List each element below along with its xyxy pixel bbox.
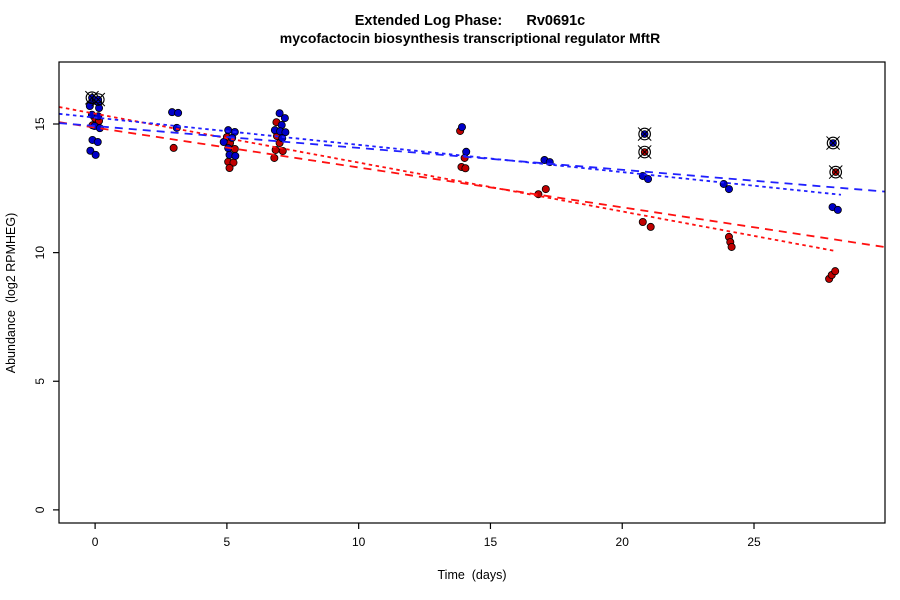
- trend-line-blue-dashed: [58, 122, 886, 193]
- data-point-red: [169, 143, 178, 152]
- data-point-red: [638, 218, 647, 227]
- axes-layer: 0 5 10 15 20 25 0 5 10 15: [33, 117, 761, 549]
- chart-subtitle: mycofactocin biosynthesis transcriptiona…: [280, 30, 660, 46]
- data-point-blue: [93, 138, 102, 147]
- x-tick-label: 5: [224, 535, 231, 549]
- x-tick-label: 0: [92, 535, 99, 549]
- outlier-x-stroke: [828, 165, 843, 180]
- x-tick-label: 25: [747, 535, 761, 549]
- data-point-blue: [644, 175, 653, 184]
- x-tick-label: 20: [616, 535, 630, 549]
- y-tick-label: 10: [33, 246, 47, 260]
- data-point-red: [278, 147, 287, 156]
- trend-lines-layer: [58, 106, 886, 252]
- chart-title: Extended Log Phase: Rv0691c: [355, 13, 585, 29]
- outlier-x-stroke: [84, 90, 99, 105]
- data-point-red: [541, 185, 550, 194]
- data-point-blue: [457, 123, 466, 132]
- y-axis-title: Abundance (log2 RPMHEG): [4, 213, 18, 374]
- data-point-blue: [86, 146, 95, 155]
- data-point-blue: [172, 123, 181, 132]
- trend-line-red-dashed: [58, 121, 886, 248]
- outlier-circle: [829, 165, 843, 179]
- plot-box: [58, 61, 886, 524]
- outlier-circle: [638, 127, 651, 141]
- trend-line-blue-dotted: [58, 112, 842, 196]
- y-tick-label: 5: [33, 378, 47, 385]
- outlier-x-stroke: [826, 136, 841, 150]
- outlier-x-stroke: [637, 145, 652, 159]
- x-tick-label: 10: [352, 535, 366, 549]
- data-point-blue: [174, 108, 183, 117]
- x-axis-title: Time (days): [438, 568, 507, 582]
- outlier-marker-blue: [91, 92, 106, 107]
- data-point-blue: [91, 150, 100, 159]
- data-point-red: [225, 163, 234, 172]
- outlier-circle: [91, 93, 105, 106]
- outlier-circle: [826, 136, 840, 150]
- data-point-blue: [85, 101, 94, 110]
- data-point-blue: [231, 151, 240, 160]
- y-tick-label: 15: [33, 117, 47, 131]
- outlier-markers-layer: [84, 90, 843, 180]
- data-point-blue: [724, 185, 733, 194]
- outlier-x-stroke: [91, 92, 106, 107]
- outlier-marker-red: [828, 165, 843, 180]
- data-point-blue: [275, 109, 284, 118]
- trend-line-red-dotted: [58, 106, 836, 252]
- data-point-red: [831, 267, 840, 276]
- data-point-red: [727, 242, 736, 251]
- data-point-blue: [224, 126, 233, 135]
- data-point-blue: [95, 104, 104, 113]
- data-point-blue: [219, 138, 228, 147]
- data-point-red: [461, 164, 470, 173]
- outlier-circle: [638, 145, 651, 159]
- data-point-blue: [833, 205, 842, 214]
- points-layer: [85, 96, 842, 283]
- x-tick-label: 15: [484, 535, 498, 549]
- outlier-x-stroke: [637, 127, 652, 141]
- data-point-red: [646, 222, 655, 231]
- data-point-blue: [462, 147, 471, 156]
- outlier-marker-blue: [826, 136, 841, 150]
- data-point-blue: [278, 134, 287, 143]
- y-tick-label: 0: [33, 506, 47, 513]
- data-point-blue: [280, 114, 289, 123]
- outlier-marker-blue: [637, 127, 652, 141]
- outlier-marker-red: [637, 145, 652, 159]
